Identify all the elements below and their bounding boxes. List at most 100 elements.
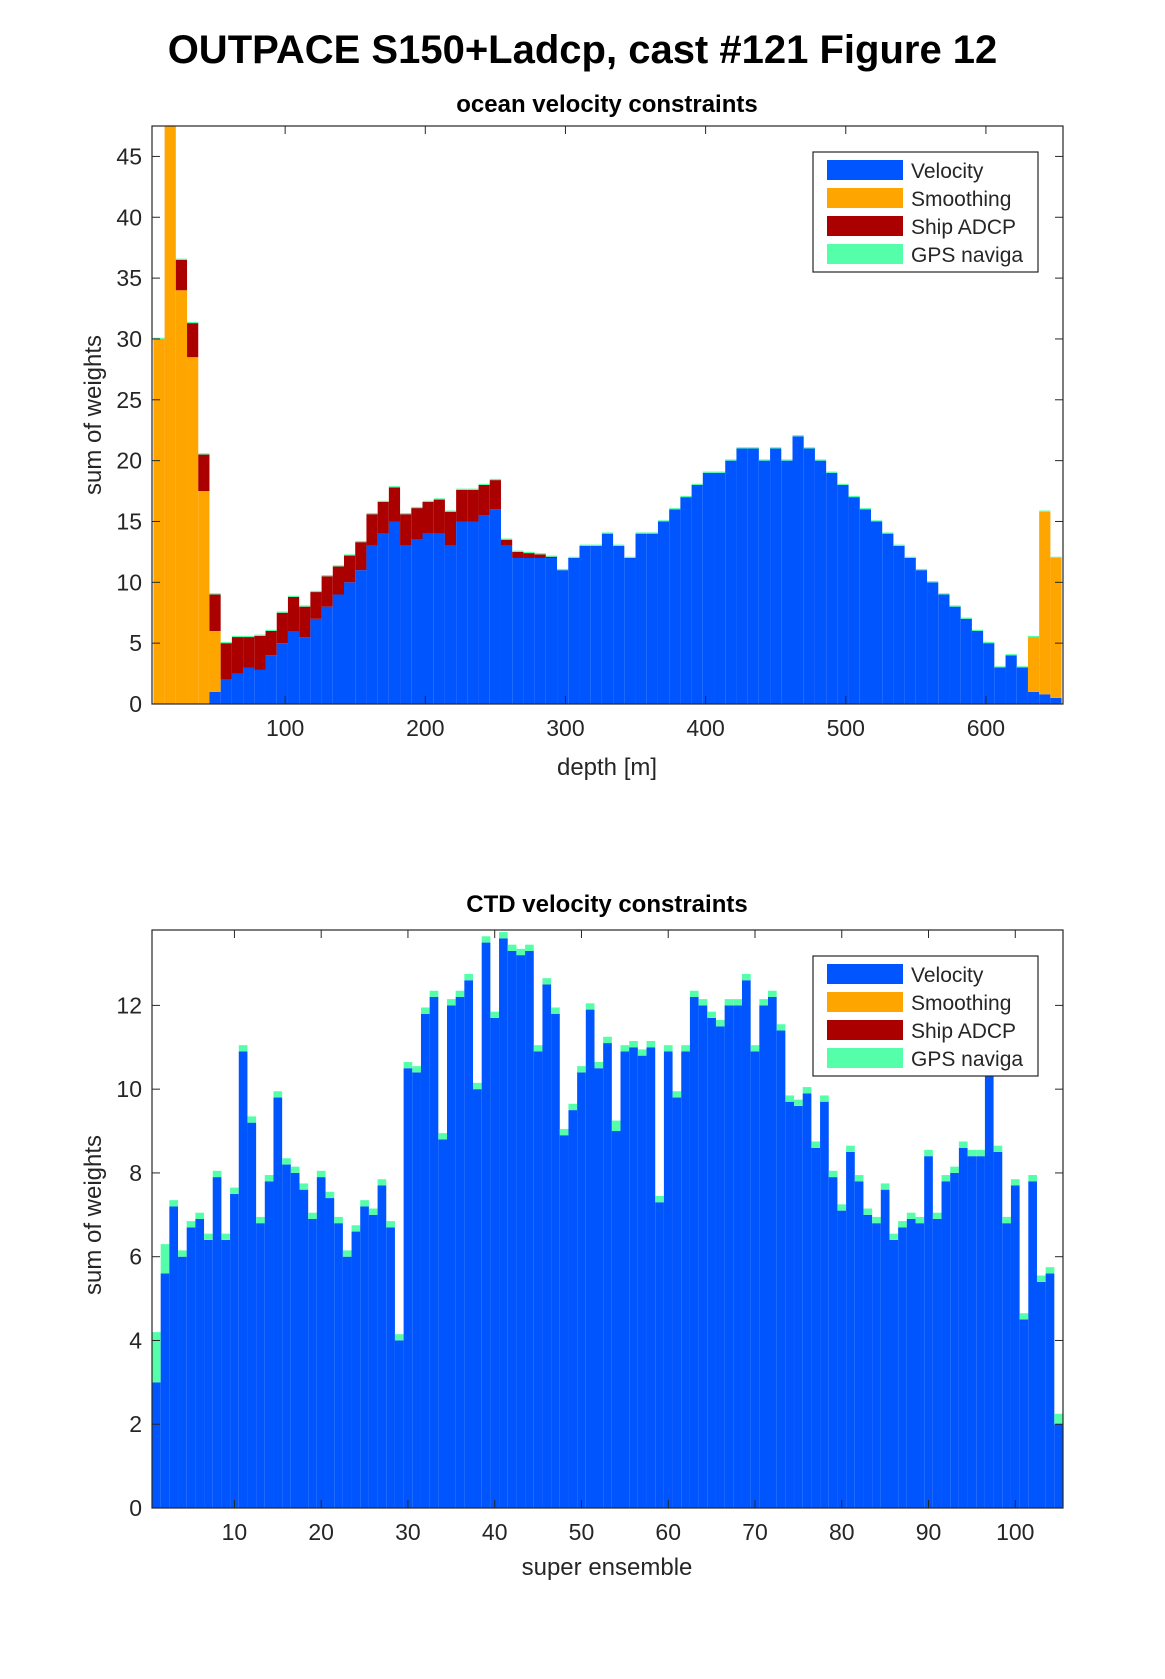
bar-velocity [733,1005,742,1508]
bar-velocity [444,545,457,704]
bar-gps-naviga [568,556,580,558]
y-tick-label: 35 [116,265,142,291]
bar-gps-naviga [915,1216,925,1224]
bar-velocity [759,1005,769,1508]
bar-gps-naviga [698,999,708,1006]
bar-gps-naviga [178,1250,187,1257]
bar-velocity [776,1030,786,1508]
bar-velocity [993,1151,1003,1508]
bar-velocity [542,984,552,1508]
bar-gps-naviga [1027,635,1040,638]
bar-ship-adcp [422,502,434,534]
bar-gps-naviga [433,498,445,500]
bar-velocity [590,545,602,704]
panel-title-ocean: ocean velocity constraints [456,91,757,118]
ctd-axes: 10 20 30 40 50 60 70 80 90 100 0 2 4 6 8 10 12 [116,929,1064,1545]
bar-gps-naviga [299,605,311,607]
bar-velocity [351,1231,361,1508]
bar-gps-naviga [351,1225,361,1232]
y-tick-label: 45 [116,143,142,169]
bar-gps-naviga [276,611,288,613]
bar-velocity [525,950,534,1508]
bar-smoothing [1039,511,1051,695]
bar-gps-naviga [545,555,558,557]
bar-velocity [794,1105,803,1508]
bar-velocity [500,545,513,704]
bar-velocity [1050,697,1062,704]
bar-gps-naviga [386,1221,395,1228]
y-tick-label: 8 [129,1160,142,1186]
bar-gps-naviga [906,1212,916,1219]
bar-gps-naviga [534,553,546,555]
bar-velocity [247,1122,257,1508]
bar-velocity [792,436,804,704]
bar-gps-naviga [368,1208,378,1215]
bar-velocity [826,472,838,704]
legend-label: Velocity [911,964,984,987]
bar-gps-naviga [152,1332,161,1383]
bar-gps-naviga [557,568,569,571]
bar-velocity [924,1156,933,1508]
legend-swatch-smoothing [827,188,903,208]
x-axis-label-ocean: depth [m] [557,754,657,781]
bar-gps-naviga [559,1128,569,1136]
bar-velocity [512,557,524,704]
bar-velocity [601,533,614,704]
bar-ship-adcp [220,643,232,680]
y-tick-label: 5 [129,630,142,656]
bar-velocity [689,997,699,1508]
bar-velocity [557,570,569,704]
bar-velocity [906,1219,916,1508]
legend-swatch-gps-naviga [827,1048,903,1068]
ocean-axes: 100 200 300 400 500 600 0 5 10 15 20 25 30 35 40 45 [116,125,1064,741]
bar-velocity [290,1172,300,1508]
bar-ship-adcp [231,637,244,674]
bar-velocity [551,1013,560,1508]
bar-gps-naviga [993,1145,1003,1152]
bar-gps-naviga [1054,1413,1063,1425]
bar-gps-naviga [691,483,703,485]
bar-velocity [915,570,928,704]
bar-velocity [533,1051,543,1508]
bar-velocity [1005,655,1017,704]
bar-velocity [770,448,782,704]
bar-velocity [669,509,681,704]
bar-velocity [938,594,950,704]
y-axis-label-ctd: sum of weights [80,1135,107,1295]
x-tick-label: 600 [967,715,1005,741]
bar-gps-naviga [620,1045,630,1052]
bar-gps-naviga [672,1091,682,1098]
x-tick-label: 100 [996,1519,1034,1545]
bar-velocity [568,557,580,704]
legend-swatch-smoothing [827,992,903,1012]
bar-ship-adcp [534,554,546,558]
bar-ship-adcp [500,539,513,546]
bar-gps-naviga [624,556,636,558]
bar-velocity [490,1017,500,1508]
bar-velocity [238,1051,248,1508]
legend-label: Ship ADCP [911,1020,1016,1043]
ocean-legend: Velocity Smoothing Ship ADCP GPS naviga [812,151,1039,273]
y-tick-label: 0 [129,1495,142,1521]
bar-velocity [747,448,759,704]
bar-velocity [803,448,815,704]
bar-velocity [429,997,439,1508]
bar-gps-naviga [689,990,699,998]
y-tick-label: 10 [116,1076,142,1102]
bar-gps-naviga [792,435,804,437]
x-tick-label: 80 [829,1519,855,1545]
bar-gps-naviga [1010,1179,1020,1186]
bar-gps-naviga [411,506,423,509]
bar-gps-naviga [776,1024,786,1031]
bar-gps-naviga [828,1170,838,1178]
bar-velocity [781,460,793,704]
bar-gps-naviga [1050,556,1062,558]
bar-velocity [889,1239,899,1508]
bar-velocity [473,1089,482,1508]
bar-velocity [898,1227,907,1508]
bar-gps-naviga [579,544,591,546]
bar-gps-naviga [516,948,526,956]
bar-velocity [568,1110,578,1508]
ocean-velocity-panel: ocean velocity constraints 100 200 300 400 5… [80,91,1064,781]
bar-gps-naviga [736,447,748,449]
